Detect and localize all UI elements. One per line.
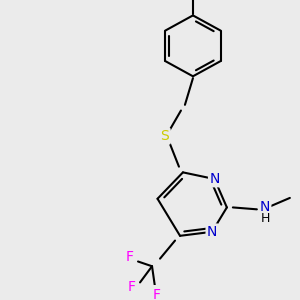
Text: N: N: [209, 172, 220, 186]
Text: F: F: [128, 280, 136, 294]
Text: N: N: [207, 225, 217, 239]
Text: F: F: [126, 250, 134, 264]
Text: H: H: [261, 212, 271, 225]
Text: F: F: [153, 288, 161, 300]
Text: S: S: [160, 129, 169, 143]
Text: N: N: [260, 200, 270, 214]
